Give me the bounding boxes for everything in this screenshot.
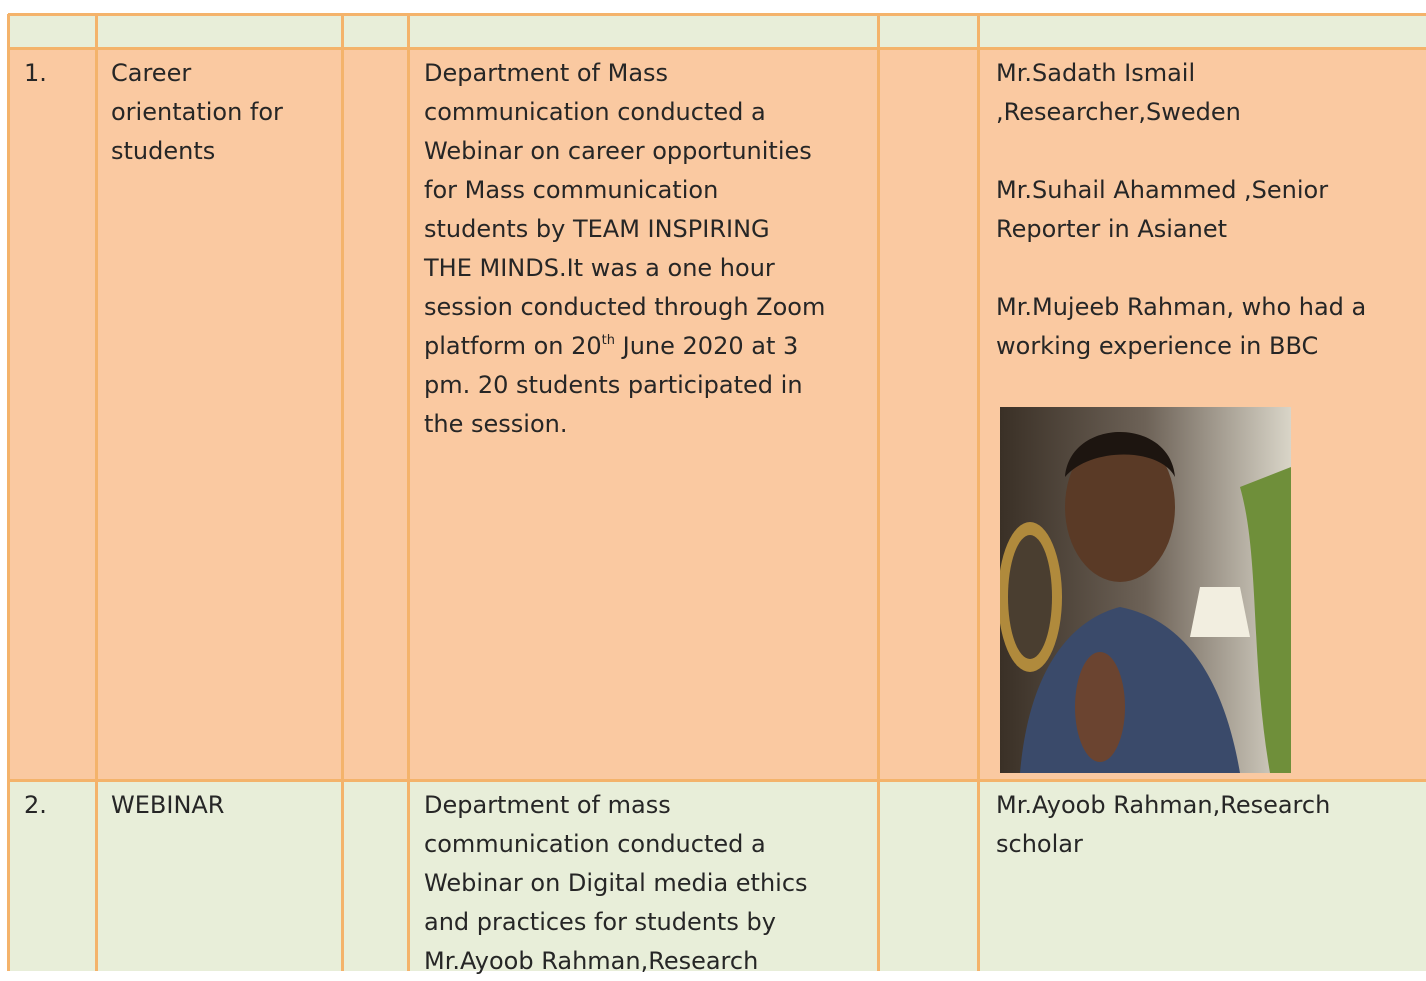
description-line: Webinar on career opportunities xyxy=(424,137,812,165)
description-line: THE MINDS.It was a one hour xyxy=(424,254,775,282)
resource-person-line: Mr.Mujeeb Rahman, who had a xyxy=(996,293,1367,321)
text: June 2020 at 3 xyxy=(615,332,799,360)
resource-person-line: working experience in BBC xyxy=(996,332,1319,360)
resource-person: Mr.Suhail Ahammed ,Senior Reporter in Asi… xyxy=(996,171,1366,249)
number-cell: 2. xyxy=(24,786,47,825)
superscript: th xyxy=(601,333,616,348)
resource-person: Mr.Sadath Ismail ,Researcher,Sweden xyxy=(996,54,1366,132)
speaker-photo xyxy=(1000,407,1291,773)
description-line: Webinar on Digital media ethics xyxy=(424,869,808,897)
description-line: session conducted through Zoom xyxy=(424,293,826,321)
title-line: students xyxy=(111,137,216,165)
border xyxy=(977,14,980,971)
resource-person-line: scholar xyxy=(996,830,1083,858)
row-number: 1. xyxy=(24,59,47,87)
header-row xyxy=(8,14,1426,48)
text: platform on 20 xyxy=(424,332,602,360)
description-cell: Department of Mass communication conducte… xyxy=(424,54,825,444)
description-line: Department of mass xyxy=(424,791,671,819)
resource-person: Mr.Mujeeb Rahman, who had a working exper… xyxy=(996,288,1366,366)
border xyxy=(8,47,1426,50)
resource-person: Mr.Ayoob Rahman,Research scholar xyxy=(996,786,1330,864)
description-line: students by TEAM INSPIRING xyxy=(424,215,770,243)
resource-person-cell: Mr.Ayoob Rahman,Research scholar xyxy=(996,786,1330,903)
description-line: platform on 20th June 2020 at 3 xyxy=(424,327,825,366)
title-cell: WEBINAR xyxy=(111,786,224,825)
resource-person-line: Mr.Suhail Ahammed ,Senior xyxy=(996,176,1329,204)
description-line: and practices for students by xyxy=(424,908,776,936)
resource-person-line: Mr.Ayoob Rahman,Research xyxy=(996,791,1331,819)
description-cell: Department of mass communication conducte… xyxy=(424,786,808,981)
resource-person-cell: Mr.Sadath Ismail ,Researcher,Sweden Mr.Suh… xyxy=(996,54,1366,405)
description-line: communication conducted a xyxy=(424,830,766,858)
border xyxy=(877,14,880,971)
description-line: communication conducted a xyxy=(424,98,766,126)
description-line: the session. xyxy=(424,410,568,438)
resource-person-line: Mr.Sadath Ismail xyxy=(996,59,1196,87)
border xyxy=(407,14,410,971)
border xyxy=(8,779,1426,782)
border xyxy=(95,14,98,971)
border xyxy=(7,14,10,971)
title-line: orientation for xyxy=(111,98,283,126)
description-line: pm. 20 students participated in xyxy=(424,371,803,399)
description-line: Department of Mass xyxy=(424,59,669,87)
border xyxy=(8,13,1426,16)
row-number: 2. xyxy=(24,791,47,819)
title-line: Career xyxy=(111,59,192,87)
border xyxy=(341,14,344,971)
number-cell: 1. xyxy=(24,54,47,93)
title-line: WEBINAR xyxy=(111,791,225,819)
resource-person-line: Reporter in Asianet xyxy=(996,215,1228,243)
resource-person-line: ,Researcher,Sweden xyxy=(996,98,1241,126)
description-line: Mr.Ayoob Rahman,Research xyxy=(424,947,759,975)
description-line: for Mass communication xyxy=(424,176,719,204)
row-2 xyxy=(8,780,1426,971)
title-cell: Career orientation for students xyxy=(111,54,283,171)
